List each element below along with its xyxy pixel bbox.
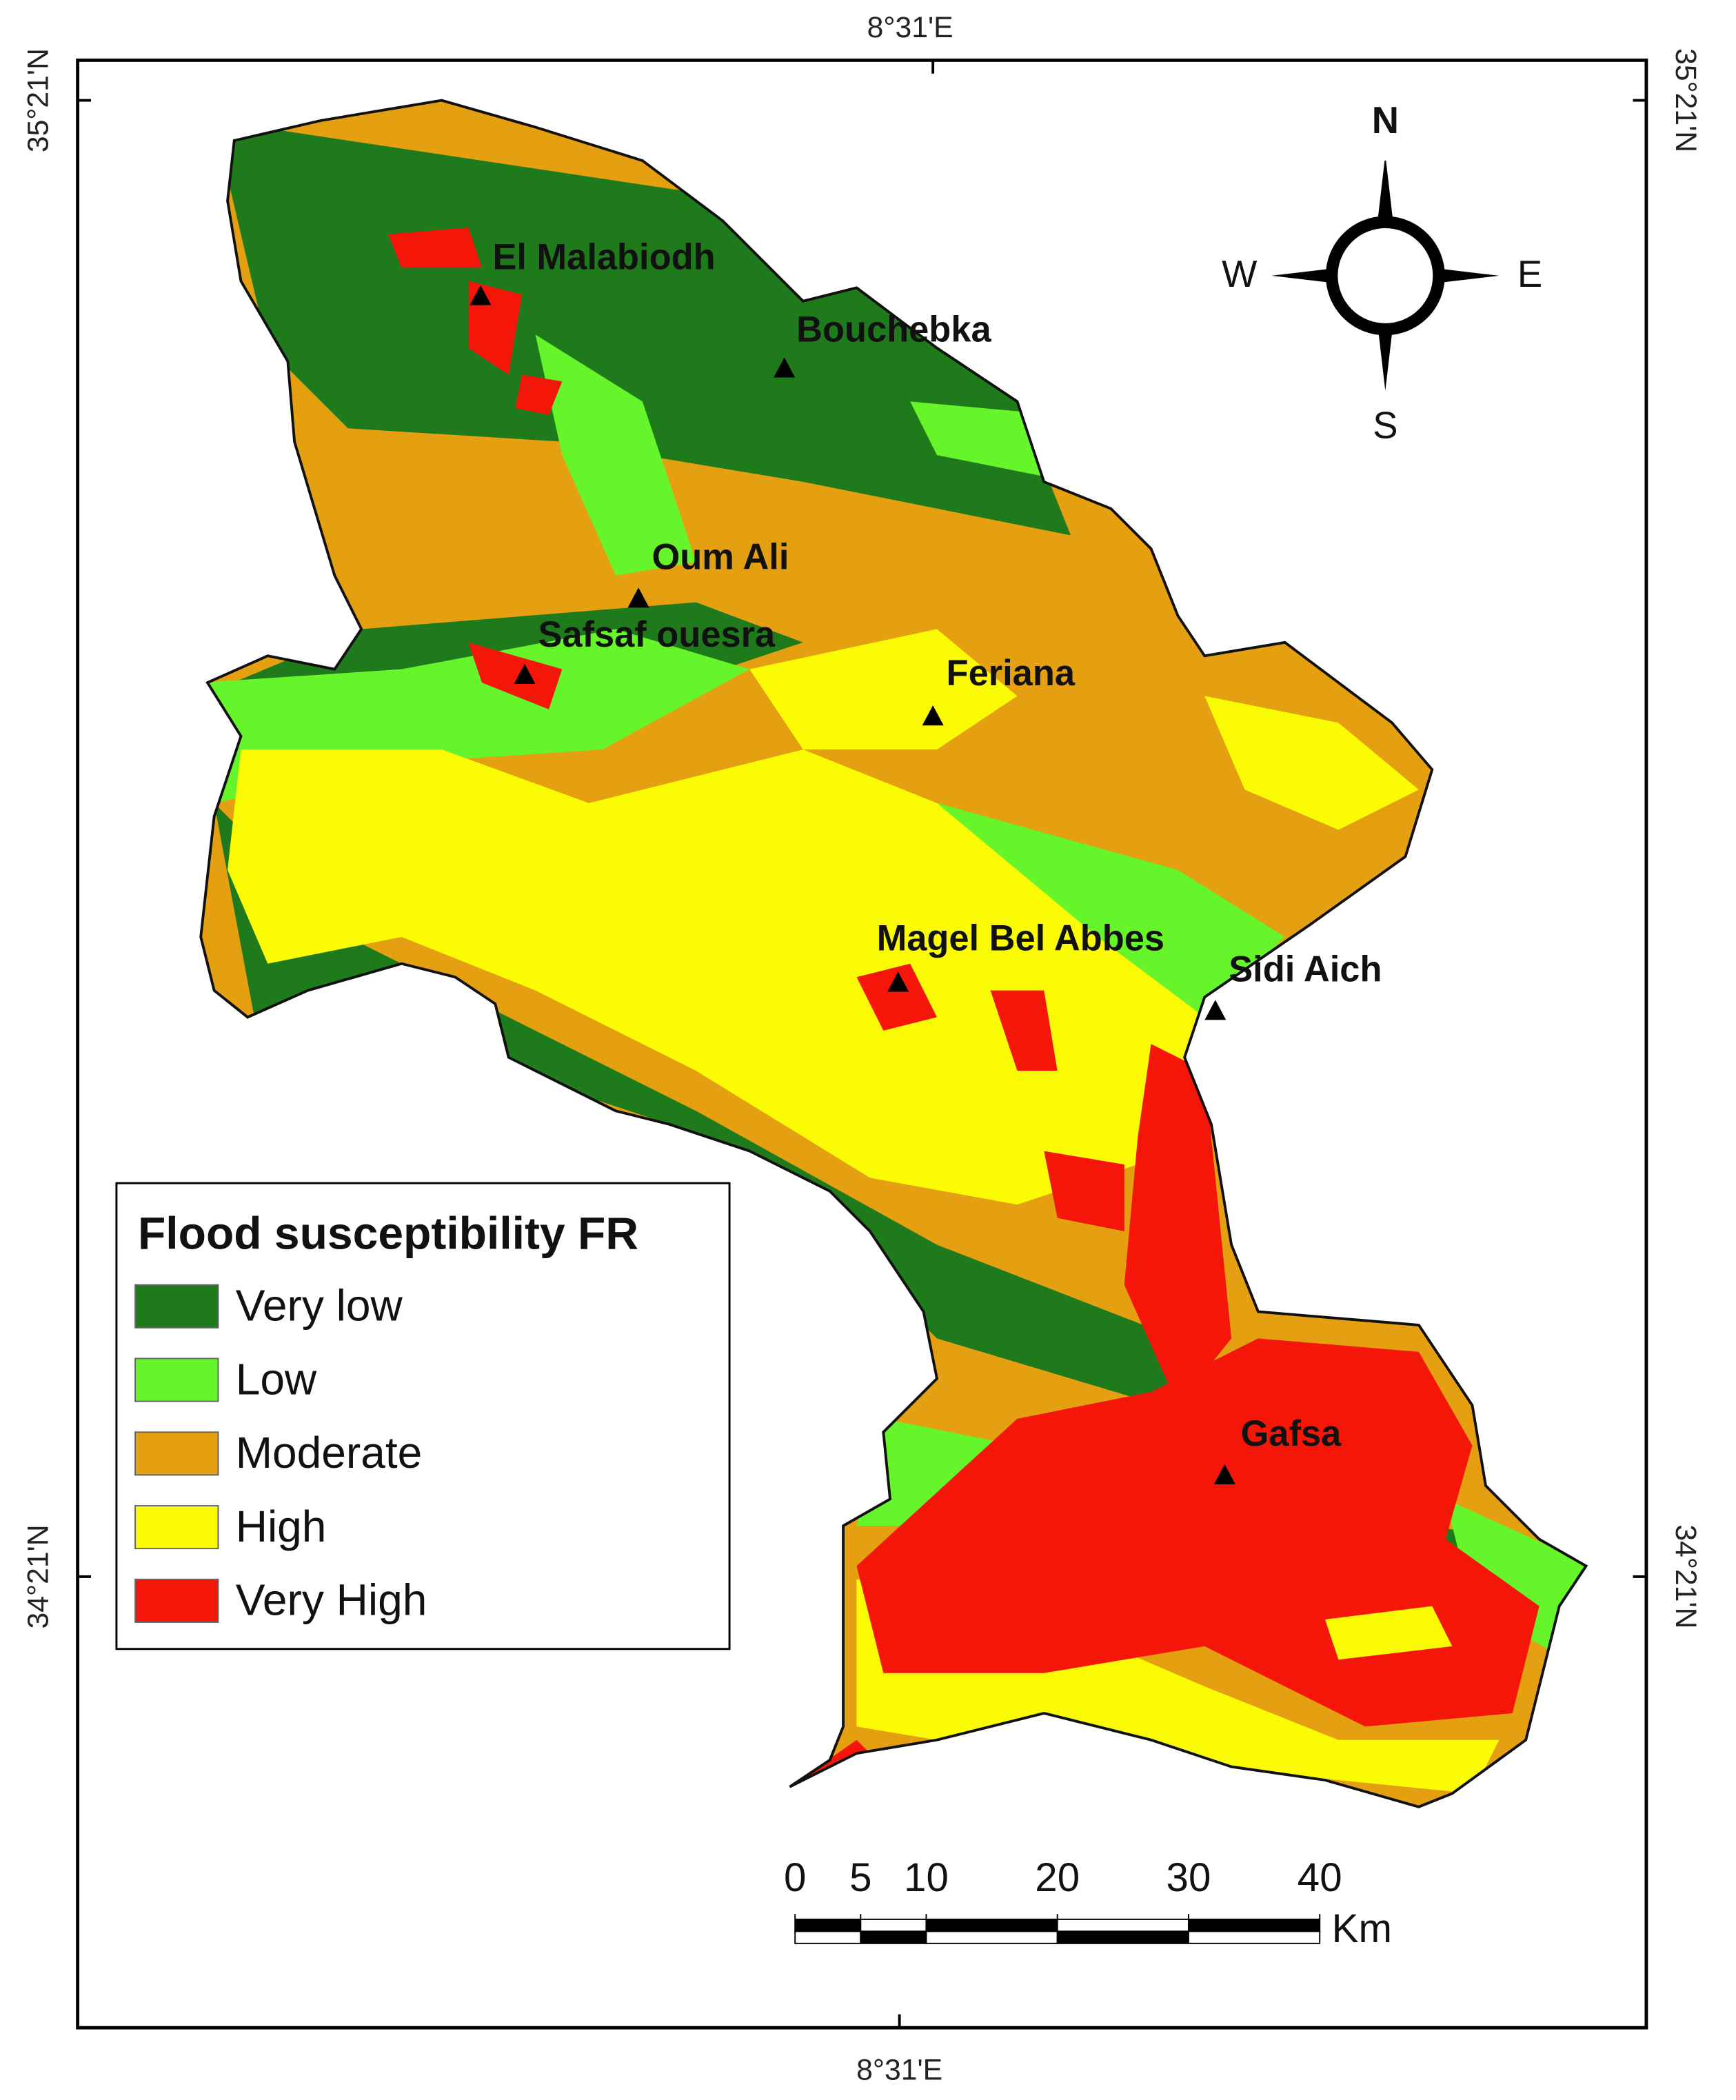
compass-letter: N	[1372, 99, 1399, 141]
scale-label: 0	[784, 1855, 806, 1900]
scale-label: 5	[849, 1855, 871, 1900]
class-area	[936, 802, 1285, 1018]
place-marker	[1204, 1000, 1227, 1020]
scale-segment	[925, 1918, 1058, 1932]
coordinate-label: 34°21'N	[22, 1524, 55, 1628]
place-label: Gafsa	[1241, 1414, 1342, 1454]
scale-segment	[860, 1918, 927, 1932]
coordinate-label: 34°21'N	[1669, 1524, 1702, 1628]
legend-swatch	[134, 1431, 219, 1476]
scale-segment	[860, 1930, 927, 1944]
place-label: El Malabiodh	[492, 237, 715, 277]
scale-segment	[925, 1930, 1058, 1944]
scale-segment	[794, 1918, 862, 1932]
coordinate-label: 35°21'N	[22, 48, 55, 152]
class-area	[401, 201, 563, 295]
map-frame	[76, 58, 1648, 2030]
legend-label: Very low	[236, 1281, 403, 1331]
class-area	[468, 642, 563, 709]
scale-label: 20	[1035, 1855, 1080, 1900]
scale-segment	[1056, 1930, 1189, 1944]
scale-segment	[1187, 1930, 1321, 1944]
class-area	[749, 629, 1018, 750]
class-area	[515, 374, 563, 415]
class-area	[388, 228, 482, 268]
place-label: Safsaf ouesra	[538, 615, 776, 655]
place-marker	[627, 587, 649, 608]
place-label: Bouchebka	[796, 310, 991, 350]
class-area	[1204, 696, 1419, 830]
legend-swatch	[134, 1505, 219, 1550]
legend-title: Flood susceptibility FR	[138, 1207, 638, 1258]
basin-outline	[199, 99, 1588, 1808]
scale-segment	[1187, 1918, 1321, 1932]
scale-unit: Km	[1332, 1906, 1392, 1951]
scale-segment	[1056, 1918, 1189, 1932]
coordinate-label: 8°31'E	[856, 2054, 942, 2087]
class-area	[228, 749, 1205, 1205]
scale-segment	[794, 1930, 862, 1944]
place-marker	[470, 285, 492, 305]
class-area	[1044, 1151, 1124, 1232]
legend-label: High	[236, 1502, 327, 1551]
place-marker	[887, 971, 909, 992]
place-label: Oum Ali	[652, 537, 789, 577]
compass-letter: E	[1517, 253, 1542, 295]
place-marker	[922, 705, 944, 726]
scale-label: 30	[1167, 1855, 1211, 1900]
legend-label: Moderate	[236, 1428, 423, 1477]
class-area	[856, 963, 937, 1031]
scale-label: 40	[1298, 1855, 1342, 1900]
class-area	[1124, 1044, 1232, 1406]
place-marker	[774, 357, 796, 378]
class-area	[990, 990, 1058, 1071]
scale-label: 10	[904, 1855, 949, 1900]
compass-letter: W	[1222, 253, 1258, 295]
legend-label: Low	[236, 1354, 317, 1404]
place-label: Feriana	[947, 654, 1076, 694]
compass-ring	[1325, 216, 1445, 336]
place-label: Sidi Aich	[1229, 949, 1382, 989]
legend-swatch	[134, 1284, 219, 1329]
coordinate-label: 35°21'N	[1669, 48, 1702, 152]
coordinate-label: 8°31'E	[867, 11, 953, 44]
place-label: Magel Bel Abbes	[877, 919, 1164, 959]
class-area	[535, 334, 696, 576]
legend-swatch	[134, 1578, 219, 1623]
legend-swatch	[134, 1357, 219, 1402]
legend-label: Very High	[236, 1575, 427, 1625]
place-marker	[514, 663, 536, 685]
class-area	[214, 802, 1205, 1419]
compass-letter: S	[1373, 405, 1397, 447]
legend-box	[115, 1182, 731, 1650]
place-marker	[1213, 1464, 1235, 1484]
class-area	[1324, 1606, 1453, 1660]
